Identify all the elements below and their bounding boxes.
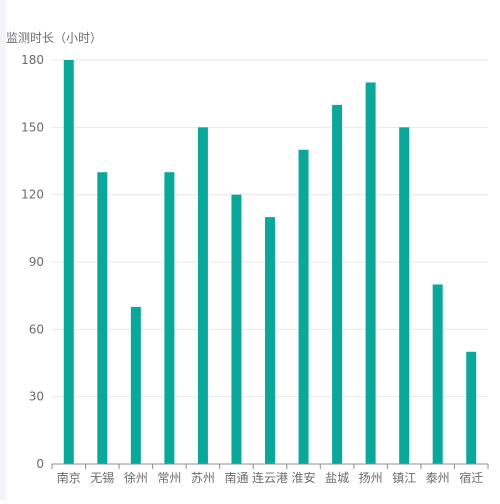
left-sidebar-strip	[0, 0, 6, 500]
y-tick-label: 60	[29, 322, 44, 336]
bar[interactable]	[298, 149, 309, 464]
y-tick-label: 180	[21, 53, 44, 67]
y-tick-label: 90	[29, 255, 44, 269]
x-tick-label: 徐州	[124, 470, 148, 485]
x-tick-label: 盐城	[325, 471, 349, 485]
x-tick-label: 无锡	[90, 470, 114, 485]
bar[interactable]	[231, 194, 242, 464]
y-tick-label: 0	[36, 457, 44, 471]
bar[interactable]	[432, 284, 443, 464]
bar-series	[63, 60, 477, 464]
bar[interactable]	[466, 351, 477, 464]
x-tick-label: 宿迁	[459, 470, 483, 485]
bar[interactable]	[332, 104, 343, 464]
x-tick-label: 镇江	[392, 471, 416, 485]
y-axis-title: 监测时长（小时）	[6, 31, 102, 45]
y-tick-label: 30	[29, 390, 44, 404]
bar[interactable]	[97, 172, 108, 464]
x-tick-label: 苏州	[191, 471, 215, 485]
bar[interactable]	[399, 127, 410, 464]
bar[interactable]	[130, 306, 141, 464]
bar[interactable]	[164, 172, 175, 464]
bar[interactable]	[197, 127, 208, 464]
y-tick-labels: 0 30 60 90 120 150 180	[21, 53, 44, 471]
x-tick-label: 常州	[157, 471, 181, 485]
bar[interactable]	[265, 217, 275, 464]
x-tick-label: 淮安	[292, 470, 316, 485]
x-tick-label: 泰州	[426, 471, 450, 485]
y-tick-label: 120	[21, 188, 44, 202]
bar[interactable]	[365, 82, 376, 464]
x-tick-labels: 南京 无锡 徐州 常州 苏州 南通 连云港 淮安 盐城 扬州 镇江 泰州 宿迁	[57, 470, 483, 485]
x-tick-label: 南京	[57, 470, 81, 485]
bar[interactable]	[63, 60, 74, 464]
x-tick-label: 南通	[224, 470, 248, 485]
y-tick-label: 150	[21, 120, 44, 134]
x-tick-label: 扬州	[359, 470, 383, 485]
axes	[51, 463, 489, 469]
x-tick-label: 连云港	[252, 470, 288, 485]
